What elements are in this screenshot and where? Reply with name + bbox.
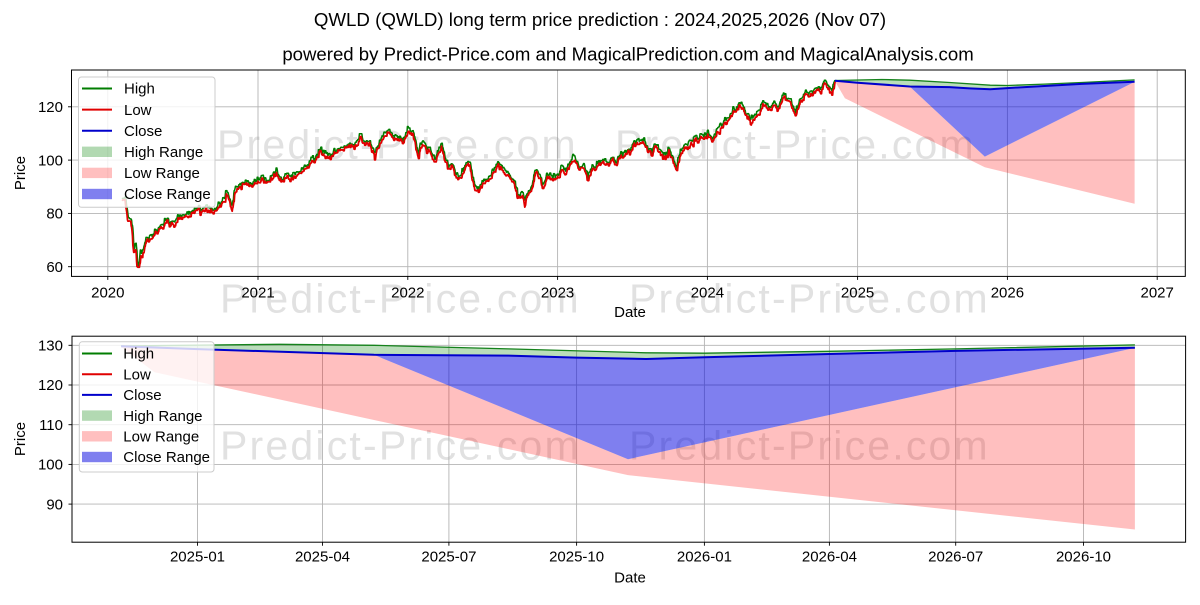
- svg-text:Predict-Price.com: Predict-Price.com: [220, 276, 581, 322]
- svg-text:powered by Predict-Price.com a: powered by Predict-Price.com and Magical…: [282, 44, 973, 65]
- svg-text:60: 60: [46, 259, 63, 276]
- svg-text:2026-01: 2026-01: [677, 549, 732, 566]
- svg-text:120: 120: [38, 377, 63, 394]
- svg-text:Low: Low: [124, 102, 152, 119]
- svg-text:2025-10: 2025-10: [549, 549, 604, 566]
- svg-text:2020: 2020: [91, 285, 124, 302]
- svg-text:2026: 2026: [991, 285, 1024, 302]
- svg-text:100: 100: [38, 457, 63, 474]
- svg-text:Predict-Price.com: Predict-Price.com: [615, 122, 976, 168]
- svg-text:High: High: [124, 81, 155, 98]
- svg-text:2025-01: 2025-01: [170, 549, 225, 566]
- svg-text:130: 130: [38, 338, 63, 355]
- svg-text:High Range: High Range: [123, 408, 202, 425]
- svg-text:110: 110: [39, 417, 63, 434]
- svg-text:2024: 2024: [691, 285, 724, 302]
- svg-text:2027: 2027: [1141, 285, 1174, 302]
- svg-text:2026-07: 2026-07: [928, 549, 983, 566]
- svg-text:2023: 2023: [541, 285, 574, 302]
- svg-text:120: 120: [38, 99, 63, 116]
- svg-text:2025: 2025: [841, 285, 874, 302]
- svg-text:Predict-Price.com: Predict-Price.com: [629, 276, 990, 322]
- svg-text:2026-10: 2026-10: [1056, 549, 1111, 566]
- svg-text:QWLD (QWLD) long term price pr: QWLD (QWLD) long term price prediction :…: [314, 9, 886, 30]
- svg-text:Low Range: Low Range: [123, 429, 199, 446]
- svg-text:High Range: High Range: [124, 144, 203, 161]
- svg-text:Date: Date: [614, 570, 646, 587]
- svg-text:90: 90: [46, 496, 63, 513]
- svg-text:Predict-Price.com: Predict-Price.com: [217, 122, 578, 168]
- svg-text:100: 100: [38, 152, 63, 169]
- svg-text:Close: Close: [124, 123, 162, 140]
- svg-text:Close Range: Close Range: [123, 449, 210, 466]
- svg-text:2022: 2022: [391, 285, 424, 302]
- svg-text:Close: Close: [123, 387, 161, 404]
- svg-text:2025-07: 2025-07: [421, 549, 476, 566]
- svg-text:2025-04: 2025-04: [295, 549, 350, 566]
- svg-text:Low Range: Low Range: [124, 165, 200, 182]
- svg-text:Price: Price: [12, 422, 29, 456]
- svg-text:2021: 2021: [241, 285, 274, 302]
- svg-text:Price: Price: [12, 156, 29, 190]
- svg-text:2026-04: 2026-04: [802, 549, 857, 566]
- svg-text:Date: Date: [614, 304, 646, 321]
- svg-text:High: High: [123, 346, 154, 363]
- svg-text:80: 80: [46, 206, 63, 223]
- svg-text:Predict-Price.com: Predict-Price.com: [220, 423, 581, 469]
- svg-text:Close Range: Close Range: [124, 186, 211, 203]
- svg-text:Low: Low: [123, 366, 151, 383]
